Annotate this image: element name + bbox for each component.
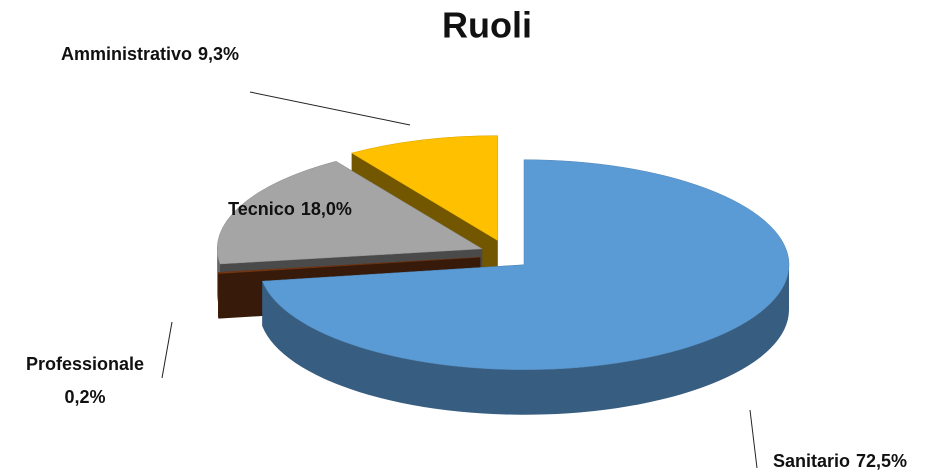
slice-wall xyxy=(218,272,219,319)
value-label: 9,3% xyxy=(198,44,239,64)
slice-wall xyxy=(262,264,790,415)
category-label: Tecnico xyxy=(228,199,295,219)
value-label: 0,2% xyxy=(64,387,105,407)
data-label: Sanitario 72,5% xyxy=(773,451,907,471)
category-label: Professionale xyxy=(26,354,144,374)
category-label: Amministrativo xyxy=(61,44,192,64)
pie xyxy=(216,135,790,415)
data-label: Amministrativo 9,3% xyxy=(61,44,239,64)
leader-line xyxy=(249,91,411,126)
leader-line xyxy=(749,409,758,469)
slice-top xyxy=(261,159,790,370)
labels: Sanitario 72,5% Professionale 0,2% Tecnico 18… xyxy=(26,44,907,471)
leader-line xyxy=(161,321,173,379)
category-label: Sanitario xyxy=(773,451,850,471)
slice-top xyxy=(350,135,499,242)
slice xyxy=(261,159,790,415)
data-label: 0,2% xyxy=(64,387,105,407)
value-label: 72,5% xyxy=(856,451,907,471)
slice-top xyxy=(217,257,481,274)
value-label: 18,0% xyxy=(301,199,352,219)
chart-title: Ruoli xyxy=(442,5,532,46)
slice-top xyxy=(216,161,484,265)
data-label: Tecnico 18,0% xyxy=(228,199,352,219)
data-label: Professionale xyxy=(26,354,144,374)
